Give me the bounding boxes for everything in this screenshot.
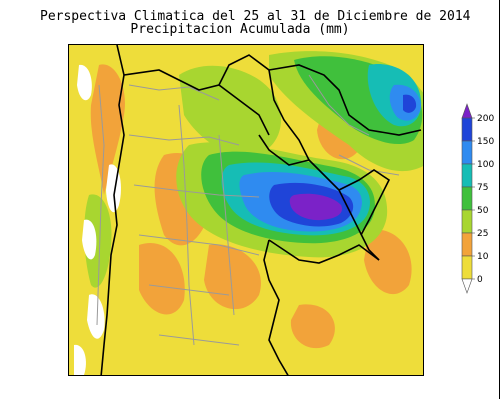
precip-band-200-plus: [289, 193, 343, 221]
legend-cap-bottom: [461, 278, 473, 294]
precipitation-map: [68, 44, 424, 376]
orange-patch-sea: [290, 304, 335, 349]
border-bolivia: [123, 69, 270, 136]
province-border-7: [178, 104, 195, 346]
dry-areas: [74, 64, 121, 375]
legend-swatch-25: [461, 209, 473, 234]
legend-swatch-100: [461, 140, 473, 165]
province-border-4: [138, 234, 260, 256]
province-border-10: [338, 154, 400, 176]
legend-swatch-75: [461, 163, 473, 188]
legend-label-75: 75: [477, 183, 488, 193]
orange-patch-pampa: [204, 244, 261, 310]
province-border-3: [133, 184, 260, 198]
legend-label-10: 10: [477, 252, 489, 262]
dry-area-1: [77, 64, 92, 101]
province-border-8: [218, 134, 235, 316]
legend-label-50: 50: [477, 206, 489, 216]
legend-swatch-150: [461, 117, 473, 142]
orange-patch-chile-north: [90, 64, 125, 195]
orange-patch-cuyo: [139, 243, 185, 315]
darkblue-region-coast: [403, 94, 417, 113]
purple-core-central: [289, 193, 343, 221]
border-rio-de-la-plata: [268, 239, 380, 264]
province-border-1: [128, 84, 220, 101]
legend-swatch-50: [461, 186, 473, 211]
precipitation-legend: 200 150 100 75 50 25 10 0: [456, 100, 500, 320]
border-chile-argentina: [100, 45, 125, 375]
title-line-1: Perspectiva Climatica del 25 al 31 de Di…: [40, 9, 471, 24]
dry-area-4: [87, 294, 105, 339]
legend-label-100: 100: [477, 160, 494, 170]
province-border-6: [158, 334, 240, 346]
title-line-2: Precipitacion Acumulada (mm): [130, 22, 350, 37]
border-uruguay-brazil: [338, 169, 391, 236]
legend-swatch-10: [461, 232, 473, 257]
dry-area-3: [82, 219, 97, 260]
province-border-2: [128, 134, 240, 146]
lightgreen-region-chile: [84, 194, 112, 288]
country-borders: [100, 45, 422, 375]
map-title: Perspectiva Climatica del 25 al 31 de Di…: [40, 9, 471, 37]
border-brazil: [268, 64, 422, 136]
legend-label-0: 0: [477, 275, 483, 285]
border-argentina-uruguay: [308, 159, 380, 261]
orange-patch-east: [364, 229, 412, 295]
province-border-9: [308, 74, 370, 136]
province-borders: [96, 74, 400, 346]
legend-cap-top: [461, 103, 473, 119]
legend-label-25: 25: [477, 229, 488, 239]
legend-label-200: 200: [477, 114, 494, 124]
border-paraguay: [218, 54, 311, 166]
province-border-11: [96, 84, 105, 326]
legend-swatch-0: [461, 255, 473, 280]
legend-label-150: 150: [477, 137, 494, 147]
dry-area-5: [74, 344, 86, 375]
coastline-atlantic: [263, 239, 289, 375]
map-svg: [69, 45, 423, 375]
